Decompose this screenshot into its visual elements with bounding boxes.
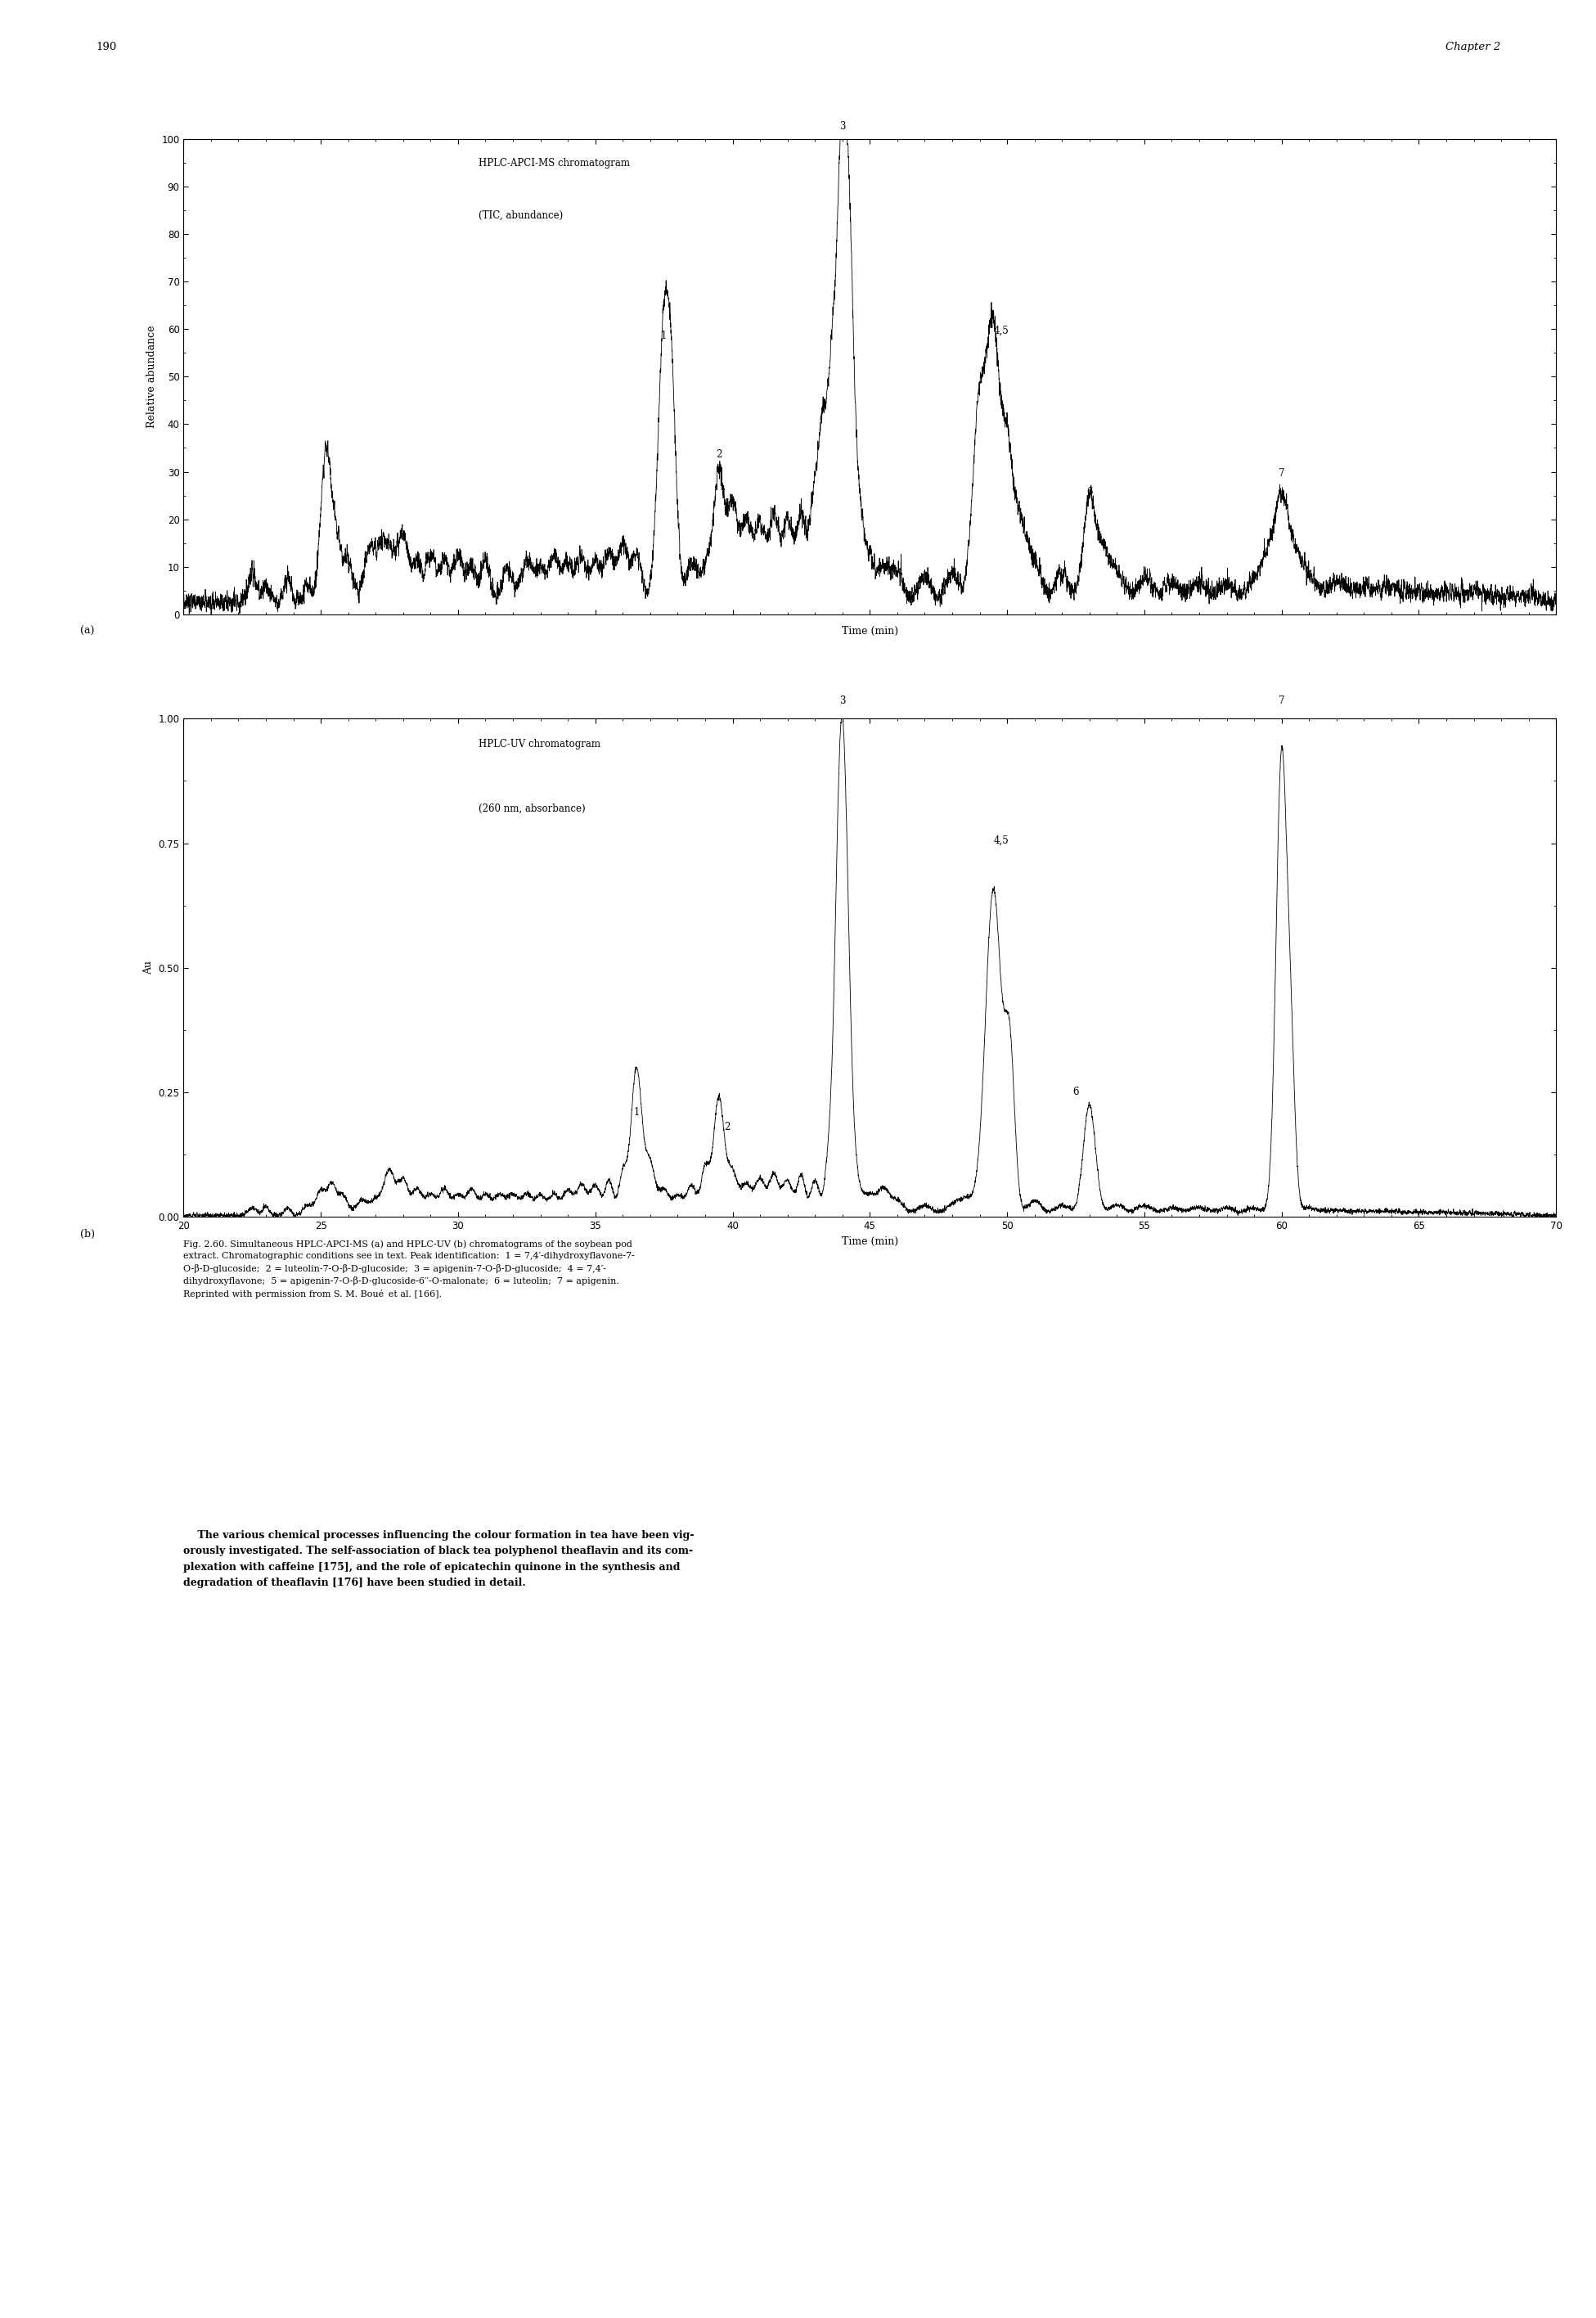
Text: 190: 190 — [96, 42, 117, 53]
Text: HPLC-APCI-MS chromatogram: HPLC-APCI-MS chromatogram — [479, 158, 630, 169]
Text: 7: 7 — [1278, 468, 1285, 480]
Text: Chapter 2: Chapter 2 — [1446, 42, 1500, 53]
Text: 3: 3 — [839, 695, 846, 707]
Text: Time (min): Time (min) — [841, 626, 899, 637]
Text: 4,5: 4,5 — [994, 834, 1009, 846]
Text: 2: 2 — [725, 1122, 729, 1131]
Text: The various chemical processes influencing the colour formation in tea have been: The various chemical processes influenci… — [184, 1530, 694, 1588]
Text: HPLC-UV chromatogram: HPLC-UV chromatogram — [479, 739, 600, 749]
Text: 4,5: 4,5 — [994, 325, 1009, 336]
Text: 2: 2 — [717, 450, 721, 459]
X-axis label: Time (min): Time (min) — [841, 1235, 899, 1247]
Text: 3: 3 — [839, 121, 846, 132]
Y-axis label: Au: Au — [144, 960, 153, 976]
Text: 7: 7 — [1278, 695, 1285, 707]
Text: 1: 1 — [661, 331, 667, 341]
Text: (b): (b) — [80, 1229, 94, 1240]
Text: (a): (a) — [80, 626, 94, 637]
Text: (TIC, abundance): (TIC, abundance) — [479, 211, 563, 220]
Text: 6: 6 — [1087, 487, 1093, 498]
Y-axis label: Relative abundance: Relative abundance — [147, 325, 156, 429]
Text: (260 nm, absorbance): (260 nm, absorbance) — [479, 804, 586, 814]
Text: 6: 6 — [1073, 1087, 1079, 1096]
Text: 1: 1 — [634, 1106, 640, 1117]
Text: Fig. 2.60. Simultaneous HPLC-APCI-MS (a) and HPLC-UV (b) chromatograms of the so: Fig. 2.60. Simultaneous HPLC-APCI-MS (a)… — [184, 1240, 635, 1298]
